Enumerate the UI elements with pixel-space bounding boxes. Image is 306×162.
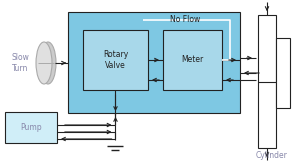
Text: Cylinder: Cylinder: [256, 151, 288, 161]
Text: Rotary
Valve: Rotary Valve: [103, 50, 128, 70]
Bar: [5, 112, 57, 143]
Ellipse shape: [40, 42, 56, 84]
Bar: [276, 38, 290, 108]
Text: No Flow: No Flow: [170, 16, 200, 24]
Bar: [83, 30, 148, 90]
Bar: [68, 12, 240, 113]
Bar: [258, 15, 276, 148]
Text: Pump: Pump: [20, 123, 42, 132]
Text: Meter: Meter: [181, 56, 203, 64]
Text: Slow
Turn: Slow Turn: [11, 53, 29, 73]
Bar: [163, 30, 222, 90]
Ellipse shape: [36, 42, 52, 84]
